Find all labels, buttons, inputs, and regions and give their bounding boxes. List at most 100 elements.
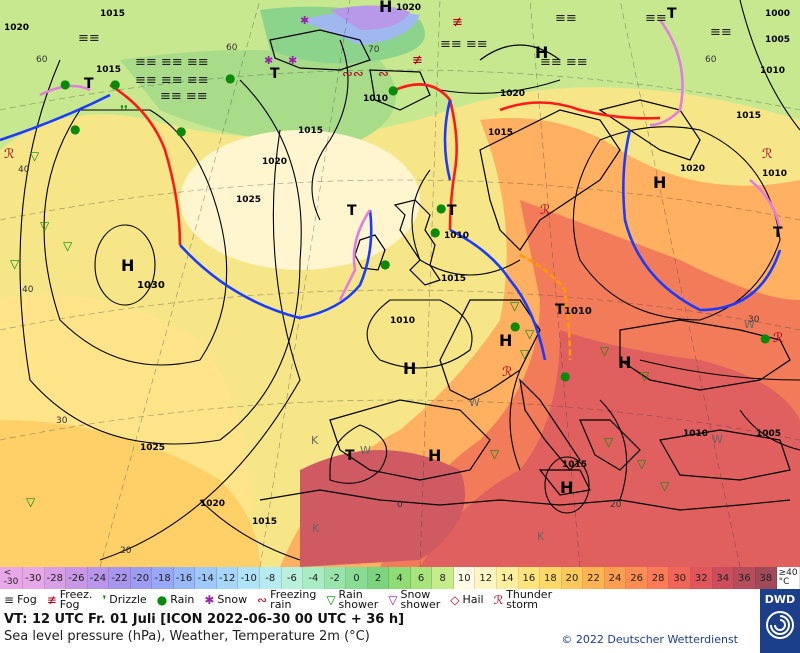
isobar-label: 1010 <box>363 94 388 104</box>
legend-item: ● Rain <box>153 593 199 607</box>
scale-step: 6 <box>410 567 433 589</box>
scale-step: 0 <box>346 567 368 589</box>
rain-icon: ● <box>156 593 168 607</box>
svg-text:≡≡: ≡≡ <box>645 11 667 26</box>
valid-time: VT: 12 UTC Fr. 01 Juli [ICON 2022-06-30 … <box>4 612 405 627</box>
svg-text:ℛ: ℛ <box>540 203 550 218</box>
latitude-label: 20 <box>120 546 132 556</box>
svg-text:▽: ▽ <box>10 257 20 271</box>
cold-zone <box>330 5 410 30</box>
svg-text:ℛ: ℛ <box>4 147 14 162</box>
scale-step: 18 <box>540 567 562 589</box>
scale-max-label: ≥40 °C <box>777 567 800 589</box>
high-center: H <box>121 256 134 275</box>
svg-text:▽: ▽ <box>604 435 614 449</box>
fronts <box>0 19 782 361</box>
thunderstorm-icon: ℛ <box>493 593 504 607</box>
svg-text:ℛ: ℛ <box>502 365 512 380</box>
dwd-logo-text: DWD <box>764 593 796 606</box>
latitude-label: 40 <box>22 285 34 295</box>
legend-label: Freez. Fog <box>59 588 93 611</box>
isobar-label: 1005 <box>756 429 781 439</box>
scale-step: 14 <box>497 567 519 589</box>
svg-text:≡≡ ≡≡: ≡≡ ≡≡ <box>540 55 588 70</box>
svg-text:▽: ▽ <box>520 347 530 361</box>
legend-item: ❜ Drizzle <box>98 594 150 606</box>
legend-item: ✱ Snow <box>200 594 251 606</box>
isobar-label: 1015 <box>252 517 277 527</box>
latitude-label: 30 <box>748 315 760 325</box>
svg-text:▽: ▽ <box>640 369 650 383</box>
svg-text:●: ● <box>110 77 120 91</box>
svg-text:≢: ≢ <box>452 15 463 30</box>
legend-label: Thunder storm <box>506 588 553 611</box>
legend-label: Fog <box>17 593 37 606</box>
scale-step: -8 <box>260 567 282 589</box>
svg-text:●: ● <box>60 77 70 91</box>
temperature-color-scale: < -30 -30 -28 -26 -24 -22 -20 -18 -16 -14 -12 -10 -8-… <box>0 567 800 589</box>
warm-zone <box>0 420 260 567</box>
svg-text:≡≡ ≡≡ ≡≡: ≡≡ ≡≡ ≡≡ <box>135 55 209 70</box>
high-center: H <box>499 331 512 350</box>
svg-text:✱: ✱ <box>288 54 297 67</box>
isobar-label: 1015 <box>96 65 121 75</box>
snow-shower-icon: ▽ <box>388 593 398 607</box>
high-center: H <box>653 173 666 192</box>
svg-text:W: W <box>744 318 755 331</box>
scale-step: -26 <box>66 567 88 589</box>
isobar-label: 1020 <box>4 23 29 33</box>
high-pressure-value: 1030 <box>137 280 165 291</box>
latitude-label: 0 <box>397 500 403 510</box>
isobar-label: 1015 <box>441 274 466 284</box>
scale-step: 38 <box>755 567 778 589</box>
scale-step: 4 <box>389 567 411 589</box>
svg-text:▽: ▽ <box>63 239 73 253</box>
legend-item: ▽ Rain shower <box>322 589 382 610</box>
high-center: H <box>560 478 573 497</box>
isobar-label: 1010 <box>444 231 469 241</box>
svg-text:W: W <box>469 396 480 409</box>
low-pressure-value: 1010 <box>564 306 592 317</box>
high-center: H <box>618 353 631 372</box>
low-center: T <box>555 302 565 318</box>
low-center: T <box>345 448 355 464</box>
fog-icon: ≡ <box>4 593 15 607</box>
freezing-rain-icon: ∾ <box>257 593 268 607</box>
low-center: T <box>270 66 280 82</box>
svg-text:≢: ≢ <box>412 53 423 68</box>
low-center: T <box>347 203 357 219</box>
svg-text:≡≡: ≡≡ <box>78 31 100 46</box>
scale-step: 10 <box>453 567 476 589</box>
svg-text:▽: ▽ <box>26 495 36 509</box>
warm-pale-zone <box>180 130 420 270</box>
svg-text:W: W <box>360 444 371 457</box>
scale-step: 34 <box>712 567 735 589</box>
scale-step: -28 <box>44 567 67 589</box>
copyright: © 2022 Deutscher Wetterdienst <box>561 633 738 646</box>
svg-text:●: ● <box>430 225 440 239</box>
latitude-label: 60 <box>705 55 717 65</box>
svg-text:✱: ✱ <box>264 54 273 67</box>
legend-label: Hail <box>462 593 484 606</box>
svg-text:▽: ▽ <box>30 149 40 163</box>
scale-step: -2 <box>324 567 347 589</box>
isobar-label: 1010 <box>762 169 787 179</box>
svg-text:∾∾: ∾∾ <box>342 67 364 82</box>
low-center: T <box>667 6 677 22</box>
svg-text:≡≡ ≡≡: ≡≡ ≡≡ <box>440 37 488 52</box>
isobar-label: 1010 <box>760 66 785 76</box>
svg-text:K: K <box>537 530 545 543</box>
scale-step: 20 <box>561 567 584 589</box>
isobar-label: 1015 <box>100 9 125 19</box>
svg-text:●: ● <box>510 319 520 333</box>
svg-text:∾: ∾ <box>378 67 389 82</box>
legend-label: Snow shower <box>400 588 441 611</box>
scale-step: 8 <box>432 567 454 589</box>
isobar-label: 1020 <box>500 89 525 99</box>
scale-step: -18 <box>152 567 174 589</box>
svg-text:▽: ▽ <box>600 344 610 358</box>
svg-text:●: ● <box>70 122 80 136</box>
scale-step: -24 <box>87 567 110 589</box>
isobar-label: 1020 <box>200 499 225 509</box>
isobar-label: 1010 <box>390 316 415 326</box>
